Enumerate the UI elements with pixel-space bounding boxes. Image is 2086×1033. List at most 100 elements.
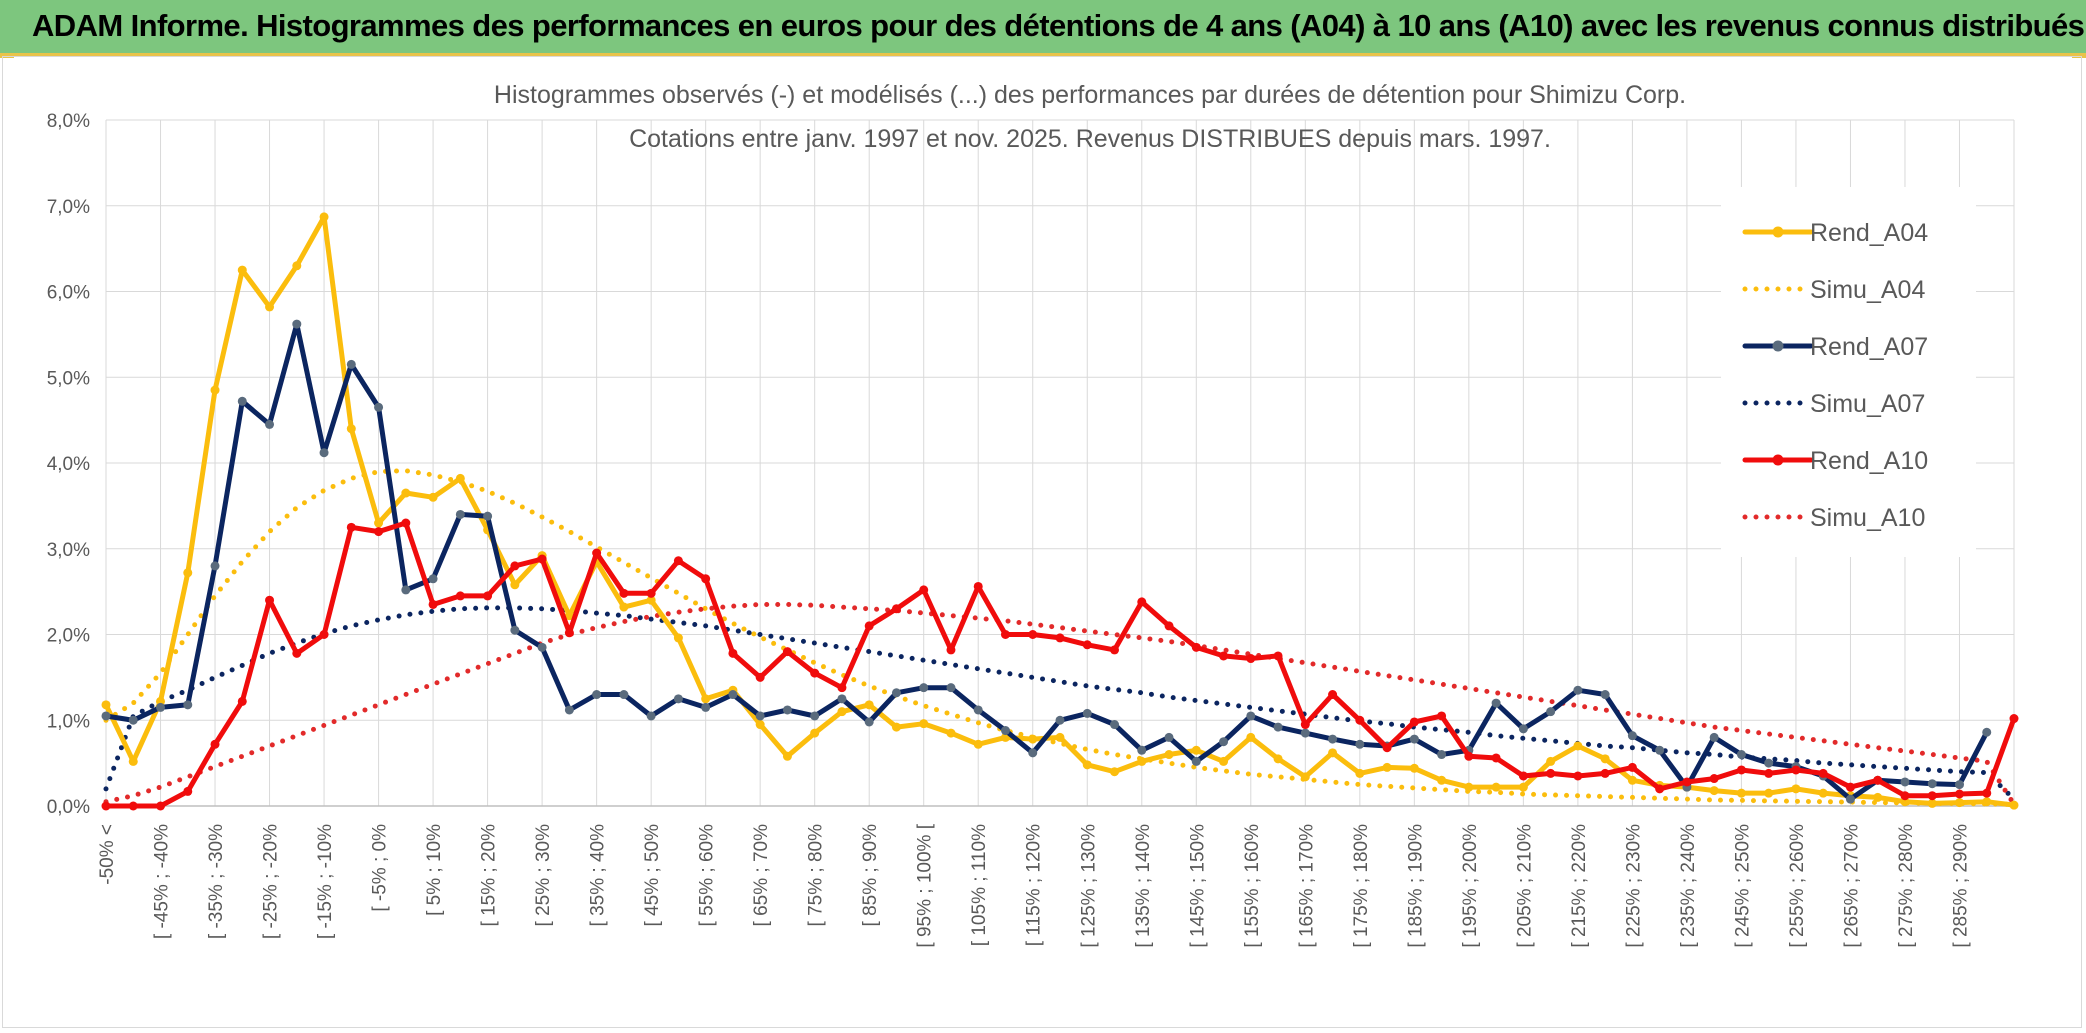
point-rend-a04 — [1818, 788, 1828, 798]
point-rend-a07 — [1028, 748, 1038, 758]
point-rend-a07 — [1709, 732, 1719, 742]
point-rend-a07 — [919, 683, 929, 693]
x-tick-label: [ 55% ; 60% — [697, 824, 718, 927]
series-line-simu-a07 — [103, 605, 2017, 802]
point-rend-a04 — [1573, 741, 1583, 751]
x-tick-label: [ 235% ; 240% — [1678, 824, 1699, 948]
point-rend-a10 — [1845, 782, 1855, 792]
point-rend-a04 — [237, 265, 247, 275]
y-tick-label: 6,0% — [47, 283, 90, 304]
chart-title: Histogrammes observés (-) et modélisés (… — [494, 81, 1686, 109]
point-rend-a10 — [973, 581, 983, 591]
x-tick-label: [ 35% ; 40% — [588, 824, 609, 927]
point-rend-a10 — [1736, 765, 1746, 775]
point-rend-a10 — [1954, 789, 1964, 799]
series-line-rend-a10 — [103, 520, 2017, 809]
x-tick-label: [ 65% ; 70% — [751, 824, 772, 927]
point-rend-a07 — [1164, 732, 1174, 742]
legend-box — [1721, 187, 1976, 557]
x-tick-label: [ -25% ; -20% — [261, 824, 282, 939]
point-rend-a04 — [919, 719, 929, 729]
point-rend-a07 — [1845, 794, 1855, 804]
point-rend-a10 — [1382, 743, 1392, 753]
point-rend-a07 — [564, 705, 574, 715]
x-tick-label: [ -35% ; -30% — [206, 824, 227, 939]
point-rend-a04 — [128, 756, 138, 766]
point-rend-a10 — [2009, 714, 2019, 724]
x-tick-label: [ 135% ; 140% — [1133, 824, 1154, 948]
point-rend-a10 — [1219, 651, 1229, 661]
legend-label: Rend_A04 — [1810, 219, 1928, 247]
point-rend-a07 — [265, 419, 275, 429]
point-rend-a04 — [973, 739, 983, 749]
point-rend-a10 — [237, 696, 247, 706]
point-rend-a07 — [1437, 750, 1447, 760]
point-rend-a07 — [1900, 777, 1910, 787]
point-rend-a07 — [1546, 707, 1556, 717]
series-line-simu-a04 — [103, 468, 2017, 807]
point-rend-a07 — [346, 359, 356, 369]
point-rend-a07 — [237, 396, 247, 406]
point-rend-a04 — [1709, 786, 1719, 796]
point-rend-a04 — [1300, 772, 1310, 782]
x-tick-label: [ -15% ; -10% — [315, 824, 336, 939]
point-rend-a10 — [1546, 768, 1556, 778]
point-rend-a10 — [1709, 774, 1719, 784]
point-rend-a10 — [1655, 784, 1665, 794]
point-rend-a04 — [1273, 754, 1283, 764]
point-rend-a07 — [864, 717, 874, 727]
point-rend-a07 — [292, 319, 302, 329]
point-rend-a10 — [1464, 751, 1474, 761]
y-tick-label: 0,0% — [47, 797, 90, 818]
point-rend-a10 — [1627, 762, 1637, 772]
point-rend-a04 — [1191, 745, 1201, 755]
point-rend-a04 — [1954, 798, 1964, 808]
point-rend-a10 — [1328, 690, 1338, 700]
x-tick-label: [ 155% ; 160% — [1242, 824, 1263, 948]
x-tick-label: [ 5% ; 10% — [424, 824, 445, 916]
point-rend-a10 — [1409, 717, 1419, 727]
x-tick-label: [ 45% ; 50% — [642, 824, 663, 927]
point-rend-a10 — [728, 648, 738, 658]
x-tick-label: [ 255% ; 260% — [1787, 824, 1808, 948]
y-tick-label: 5,0% — [47, 368, 90, 389]
legend-label: Rend_A10 — [1810, 447, 1928, 475]
point-rend-a07 — [946, 683, 956, 693]
x-tick-label: [ 275% ; 280% — [1896, 824, 1917, 948]
point-rend-a10 — [1273, 651, 1283, 661]
point-rend-a07 — [1219, 737, 1229, 747]
point-rend-a07 — [319, 448, 329, 458]
report-title: ADAM Informe. Histogrammes des performan… — [32, 8, 2085, 43]
point-rend-a10 — [1055, 633, 1065, 643]
point-rend-a04 — [1219, 756, 1229, 766]
point-rend-a07 — [1736, 750, 1746, 760]
point-rend-a04 — [946, 728, 956, 738]
point-rend-a07 — [1137, 745, 1147, 755]
y-tick-label: 1,0% — [47, 711, 90, 732]
point-rend-a07 — [455, 509, 465, 519]
x-tick-label: [ 205% ; 210% — [1514, 824, 1535, 948]
point-rend-a10 — [1791, 765, 1801, 775]
point-rend-a07 — [1273, 722, 1283, 732]
point-rend-a10 — [1164, 621, 1174, 631]
point-rend-a07 — [1573, 685, 1583, 695]
point-rend-a04 — [401, 488, 411, 498]
point-rend-a04 — [2009, 800, 2019, 810]
point-rend-a07 — [673, 694, 683, 704]
point-rend-a04 — [1110, 767, 1120, 777]
report-banner: ADAM Informe. Histogrammes des performan… — [0, 0, 2086, 56]
point-rend-a04 — [428, 492, 438, 502]
point-rend-a04 — [1409, 763, 1419, 773]
point-rend-a10 — [265, 595, 275, 605]
point-rend-a07 — [1300, 728, 1310, 738]
point-rend-a04 — [183, 568, 193, 578]
legend-marker — [1772, 454, 1784, 466]
point-rend-a10 — [1355, 715, 1365, 725]
point-rend-a10 — [592, 548, 602, 558]
x-tick-label: -50% < — [97, 824, 118, 885]
point-rend-a10 — [864, 621, 874, 631]
point-rend-a04 — [782, 751, 792, 761]
x-tick-label: [ 85% ; 90% — [860, 824, 881, 927]
legend-label: Rend_A07 — [1810, 333, 1928, 361]
point-rend-a10 — [1927, 791, 1937, 801]
